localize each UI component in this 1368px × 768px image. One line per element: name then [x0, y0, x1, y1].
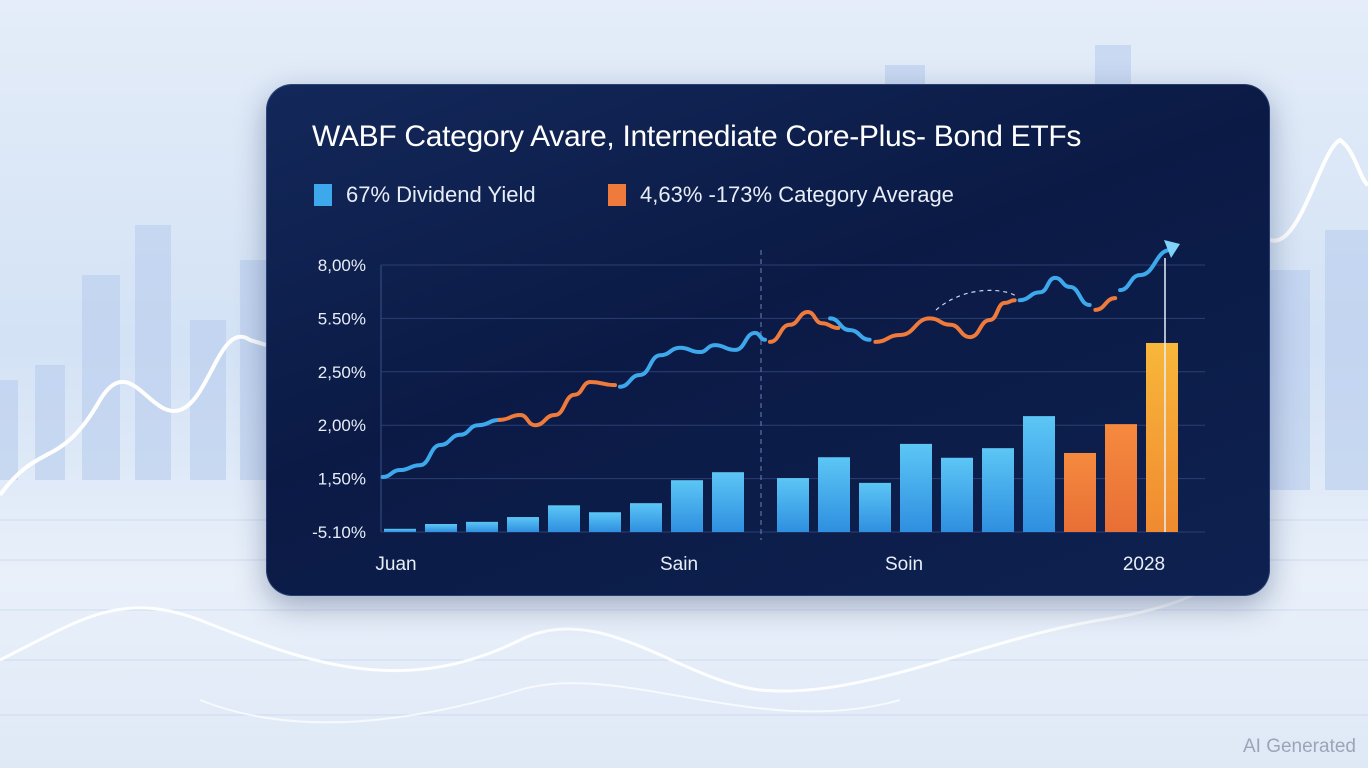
bar — [671, 480, 703, 532]
y-tick-label: 5.50% — [318, 309, 366, 328]
legend-label: 4,63% -173% Category Average — [640, 182, 954, 207]
y-tick-label: 2,50% — [318, 363, 366, 382]
bar — [507, 517, 539, 532]
legend-swatch-blue — [314, 184, 332, 206]
bar — [859, 482, 891, 532]
bar — [630, 503, 662, 532]
line-segment-blue — [828, 316, 872, 342]
chart-plot: -5.10% 1,50% 2,00% 2,50% 5.50% 8,00% Juan Sain S… — [312, 240, 1205, 575]
legend-item-dividend-yield: 67% Dividend Yield — [314, 182, 536, 208]
bar — [1146, 342, 1178, 532]
line-segment-orange — [497, 379, 618, 428]
bar — [777, 478, 809, 532]
bar — [425, 523, 457, 532]
chart-card: WABF Category Avare, Internediate Core-P… — [266, 84, 1270, 596]
legend-swatch-orange — [608, 184, 626, 206]
x-tick-label: Juan — [375, 554, 416, 575]
bar — [818, 457, 850, 532]
line-segment-blue — [1017, 275, 1092, 308]
bar — [1023, 416, 1055, 532]
ai-generated-watermark: AI Generated — [1242, 736, 1356, 757]
dashed-trend — [935, 289, 1017, 311]
line-segment-blue — [617, 330, 767, 389]
bar — [1064, 452, 1096, 532]
bar — [712, 472, 744, 532]
arrow-head-icon — [1164, 240, 1180, 258]
bar — [1105, 424, 1137, 532]
bar — [589, 512, 621, 532]
x-tick-label: Soin — [885, 554, 923, 575]
line-segment-orange — [1093, 296, 1118, 312]
bar — [900, 443, 932, 532]
bar — [548, 505, 580, 532]
y-tick-label: -5.10% — [312, 523, 366, 542]
line-segment-orange — [767, 309, 841, 344]
legend-item-category-average: 4,63% -173% Category Average — [608, 182, 954, 208]
x-tick-label: Sain — [660, 554, 698, 575]
chart-title: WABF Category Avare, Internediate Core-P… — [312, 120, 1082, 153]
bar — [384, 528, 416, 532]
bar — [982, 448, 1014, 532]
y-tick-label: 1,50% — [318, 470, 366, 489]
bar — [941, 457, 973, 532]
bar — [466, 521, 498, 532]
line-segment-blue — [380, 417, 502, 479]
legend-label: 67% Dividend Yield — [346, 182, 536, 207]
x-tick-label: 2028 — [1123, 554, 1165, 575]
line-segment-blue — [1118, 248, 1173, 293]
y-tick-label: 8,00% — [318, 256, 366, 275]
line-segment-orange — [873, 298, 1017, 344]
y-tick-label: 2,00% — [318, 416, 366, 435]
